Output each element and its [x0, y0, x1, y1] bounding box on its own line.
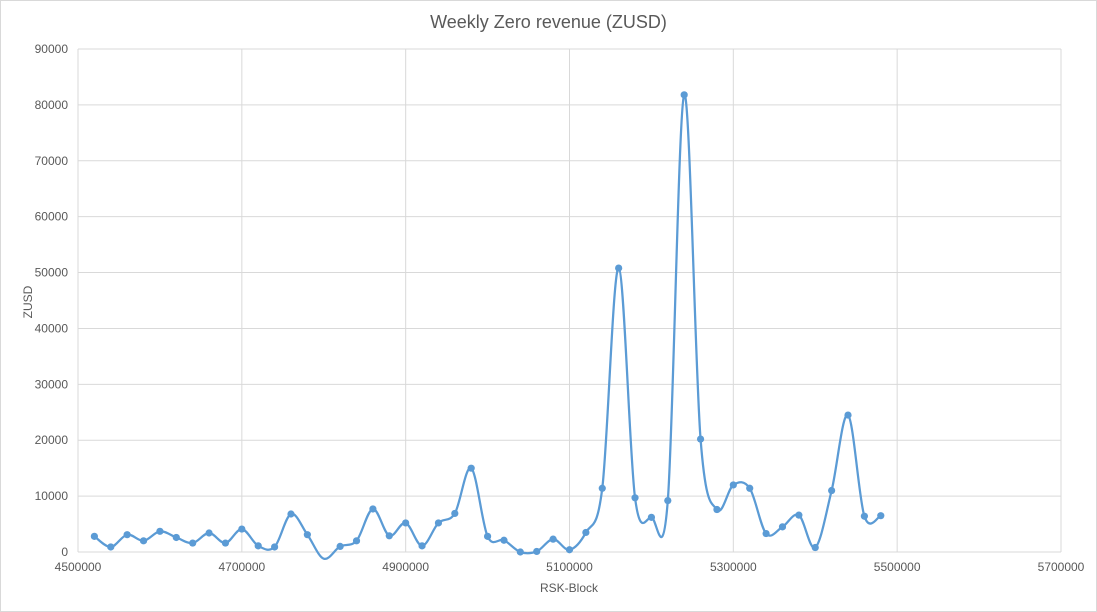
y-tick-label: 90000: [35, 42, 69, 56]
data-point: [778, 523, 787, 531]
y-tick-label: 60000: [35, 210, 69, 224]
data-point: [746, 484, 754, 492]
series-line: [93, 93, 882, 560]
x-tick-label: 4700000: [218, 560, 265, 574]
data-point: [451, 509, 459, 518]
data-point: [877, 512, 885, 520]
data-point: [811, 543, 819, 552]
data-point: [582, 528, 590, 537]
series-points: [90, 91, 885, 556]
data-point: [385, 532, 393, 540]
data-point: [369, 505, 377, 513]
gridlines: [77, 48, 1062, 553]
x-axis-title: RSK-Block: [540, 581, 599, 595]
data-point: [90, 532, 98, 540]
chart-title: Weekly Zero revenue (ZUSD): [430, 12, 667, 32]
x-tick-label: 5100000: [546, 560, 593, 574]
data-point: [303, 531, 311, 539]
y-axis-tick-labels: 0 10000 20000 30000 40000 50000 60000 70000 8000…: [35, 42, 69, 559]
data-point: [467, 464, 475, 472]
data-point: [287, 510, 295, 518]
data-point: [713, 505, 721, 514]
y-tick-label: 40000: [35, 321, 69, 335]
data-point: [795, 511, 803, 519]
data-point: [483, 532, 492, 540]
x-tick-label: 5300000: [710, 560, 757, 574]
data-point: [189, 539, 197, 547]
y-tick-label: 20000: [35, 433, 69, 447]
data-point: [352, 537, 361, 545]
data-point: [860, 512, 869, 520]
y-tick-label: 80000: [35, 98, 69, 112]
data-point: [139, 537, 148, 545]
data-point: [664, 496, 672, 505]
y-tick-label: 50000: [35, 266, 69, 280]
data-point: [238, 525, 246, 533]
data-point: [533, 547, 541, 556]
data-point: [549, 535, 557, 543]
data-point: [615, 264, 623, 272]
y-axis-title: ZUSD: [21, 285, 35, 318]
data-point: [844, 411, 852, 419]
x-tick-label: 5500000: [874, 560, 921, 574]
data-point: [631, 494, 639, 502]
data-point: [336, 542, 344, 551]
data-point: [680, 91, 688, 99]
data-point: [828, 486, 836, 495]
data-point: [156, 527, 164, 535]
x-axis-tick-labels: 4500000 4700000 4900000 5100000 5300000 55000…: [55, 560, 1085, 574]
data-point: [565, 546, 574, 554]
x-tick-label: 5700000: [1038, 560, 1085, 574]
y-tick-label: 10000: [35, 489, 69, 503]
data-point: [123, 531, 131, 539]
x-tick-label: 4900000: [382, 560, 429, 574]
data-point: [271, 543, 279, 551]
data-point: [172, 533, 180, 542]
data-point: [418, 542, 426, 550]
data-point: [254, 542, 262, 550]
x-tick-label: 4500000: [55, 560, 102, 574]
data-point: [762, 529, 770, 538]
data-point: [598, 484, 606, 492]
data-point: [434, 519, 443, 527]
data-point: [647, 513, 656, 521]
data-point: [402, 519, 410, 527]
data-point: [107, 543, 115, 551]
data-point: [221, 539, 230, 547]
y-tick-label: 70000: [35, 154, 69, 168]
data-point: [696, 435, 705, 443]
data-point: [500, 536, 508, 544]
data-point: [205, 529, 213, 537]
y-tick-label: 30000: [35, 377, 69, 391]
y-tick-label: 0: [61, 545, 68, 559]
data-point: [729, 481, 737, 489]
data-point: [516, 548, 524, 556]
